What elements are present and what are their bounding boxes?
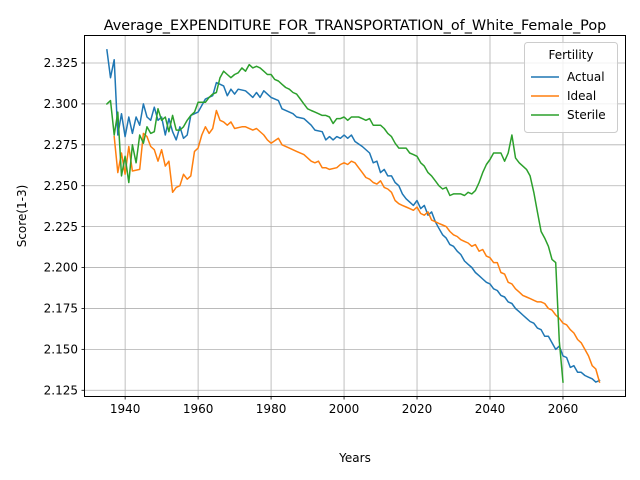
y-tick-label: 2.250 — [44, 179, 78, 193]
y-tick-label: 2.225 — [44, 220, 78, 234]
y-tick-label: 2.150 — [44, 343, 78, 357]
x-tick-label: 2040 — [475, 402, 506, 416]
x-tick-label: 2000 — [329, 402, 360, 416]
series-line-sterile — [105, 63, 564, 383]
y-tick-label: 2.175 — [44, 302, 78, 316]
x-tick-label: 2020 — [402, 402, 433, 416]
plot-frame — [84, 35, 626, 397]
x-tick-label: 2060 — [548, 402, 579, 416]
chart-title: Average_EXPENDITURE_FOR_TRANSPORTATION_o… — [104, 18, 607, 34]
y-axis: 2.125 2.150 2.175 2.200 2.225 2.250 2.275 2.300… — [44, 56, 85, 397]
legend-box — [524, 42, 618, 133]
legend-entries: Actual Ideal Sterile — [531, 70, 606, 122]
x-tick-label: 1980 — [256, 402, 287, 416]
y-tick-label: 2.325 — [44, 56, 78, 70]
x-tick-label: 1940 — [110, 402, 141, 416]
y-tick-label: 2.200 — [44, 261, 78, 275]
series-lines — [105, 49, 601, 384]
legend-label-sterile: Sterile — [567, 108, 606, 122]
legend-label-ideal: Ideal — [567, 89, 596, 103]
legend: Fertility Actual Ideal Sterile — [524, 42, 618, 133]
x-axis-label: Years — [338, 451, 371, 465]
x-tick-label: 1960 — [183, 402, 214, 416]
grid-lines — [85, 36, 625, 396]
y-tick-label: 2.300 — [44, 97, 78, 111]
y-tick-label: 2.125 — [44, 383, 78, 397]
legend-title: Fertility — [548, 48, 593, 62]
y-tick-label: 2.275 — [44, 138, 78, 152]
x-axis: 1940 1960 1980 2000 2020 2040 2060 — [110, 396, 578, 416]
series-line-ideal — [113, 109, 601, 384]
legend-label-actual: Actual — [567, 70, 605, 84]
y-axis-label: Score(1-3) — [15, 185, 29, 248]
